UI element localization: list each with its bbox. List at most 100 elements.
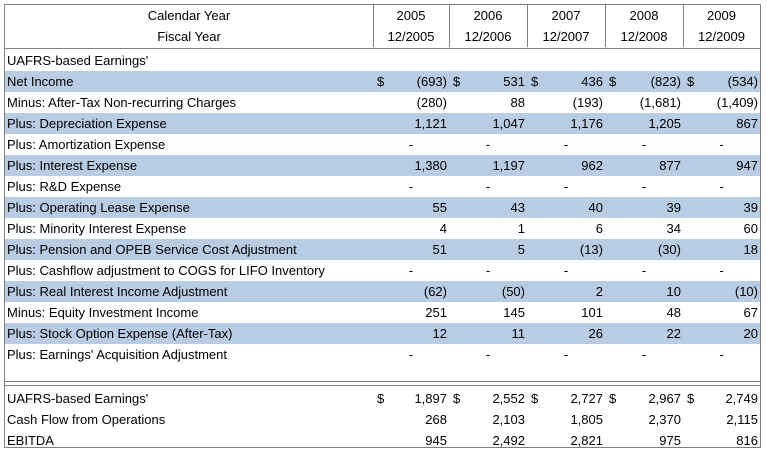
value-cell: 60	[683, 218, 760, 239]
cell-value: (62)	[423, 284, 447, 299]
value-cell: $2,967	[605, 388, 683, 409]
value-cell: 34	[605, 218, 683, 239]
cell-value: 867	[736, 116, 758, 131]
cell-value: 268	[425, 412, 447, 427]
cell-value: (50)	[501, 284, 525, 299]
cell-value: 2,821	[570, 433, 603, 448]
summary-top-rule	[5, 381, 760, 382]
cell-value: (1,681)	[639, 95, 681, 110]
value-cell: 20	[683, 323, 760, 344]
table-row: Net Income $ (693) $531 $436 $ (823) $ (534)	[5, 71, 760, 92]
row-label: Net Income	[7, 74, 74, 89]
value-cell: (30)	[605, 239, 683, 260]
cell-value: 531	[503, 74, 525, 89]
summary-row: EBITDA 945 2,492 2,821 975 816	[5, 430, 760, 451]
cell-value: 88	[510, 95, 525, 110]
value-cell: 55	[373, 197, 449, 218]
row-label: Plus: Stock Option Expense (After-Tax)	[7, 326, 233, 341]
year-2007: 2007	[551, 8, 581, 23]
cell-value: 2,115	[726, 412, 758, 427]
cell-value: 1,047	[492, 116, 525, 131]
row-label: Plus: Amortization Expense	[7, 137, 166, 152]
value-cell: 6	[527, 218, 605, 239]
financial-table: Calendar Year Fiscal Year 2005 2006 2007…	[4, 4, 761, 448]
summary-label: EBITDA	[7, 433, 54, 448]
summary-row: Cash Flow from Operations 268 2,103 1,805 2,…	[5, 409, 760, 430]
cell-value: 2,552	[492, 391, 525, 406]
table-row: Plus: Pension and OPEB Service Cost Adju…	[5, 239, 760, 260]
cell-value: 1,176	[570, 116, 603, 131]
table-row: Plus: Cashflow adjustment to COGS for LI…	[5, 260, 760, 281]
value-cell: 43	[449, 197, 527, 218]
value-cell: 39	[605, 197, 683, 218]
cell-value: -	[485, 347, 491, 362]
value-cell: 4	[373, 218, 449, 239]
cell-value: (193)	[572, 95, 603, 110]
table-row: Plus: Real Interest Income Adjustment (62…	[5, 281, 760, 302]
value-cell: $ (534)	[683, 71, 760, 92]
currency-symbol: $	[453, 74, 461, 89]
value-cell: (10)	[683, 281, 760, 302]
cell-value: 40	[588, 200, 603, 215]
value-cell: $531	[449, 71, 527, 92]
value-cell: 1,805	[527, 409, 605, 430]
value-cell: (62)	[373, 281, 449, 302]
value-cell: 947	[683, 155, 760, 176]
cell-value: -	[563, 347, 569, 362]
cell-value: 4	[439, 221, 447, 236]
header-divider	[449, 5, 450, 47]
cell-value: -	[719, 179, 724, 194]
value-cell: 51	[373, 239, 449, 260]
cell-value: -	[719, 137, 724, 152]
table-row: Plus: Earnings' Acquisition Adjustment - -…	[5, 344, 760, 365]
section-title: UAFRS-based Earnings'	[7, 53, 149, 68]
value-cell: 2,492	[449, 430, 527, 451]
value-cell: 1,176	[527, 113, 605, 134]
value-cell: $2,552	[449, 388, 527, 409]
value-cell: $2,749	[683, 388, 760, 409]
section-title-row: UAFRS-based Earnings'	[5, 50, 760, 71]
cell-value: 947	[736, 158, 758, 173]
cell-value: 1,205	[648, 116, 681, 131]
value-cell: 48	[605, 302, 683, 323]
cell-value: 1,805	[570, 412, 603, 427]
value-cell: 5	[449, 239, 527, 260]
cell-value: -	[563, 179, 569, 194]
cell-value: -	[408, 137, 414, 152]
fiscal-2007: 12/2007	[542, 29, 590, 44]
value-cell: -	[527, 344, 605, 365]
currency-symbol: $	[377, 391, 385, 406]
cell-value: 101	[581, 305, 603, 320]
header-bottom-rule	[5, 48, 760, 49]
cell-value: (1,409)	[716, 95, 758, 110]
cell-value: 67	[743, 305, 758, 320]
cell-value: 877	[659, 158, 681, 173]
cell-value: 816	[736, 433, 758, 448]
cell-value: 34	[666, 221, 681, 236]
cell-value: 43	[510, 200, 525, 215]
fiscal-year-label: Fiscal Year	[157, 29, 221, 44]
fiscal-2006: 12/2006	[464, 29, 512, 44]
value-cell: -	[527, 260, 605, 281]
table-row: Plus: Operating Lease Expense 55 43 40 39 39	[5, 197, 760, 218]
cell-value: 5	[517, 242, 525, 257]
value-cell: 26	[527, 323, 605, 344]
cell-value: 60	[743, 221, 758, 236]
currency-symbol: $	[609, 74, 617, 89]
cell-value: -	[485, 179, 491, 194]
value-cell: 2,115	[683, 409, 760, 430]
table-row: Minus: After-Tax Non-recurring Charges (2…	[5, 92, 760, 113]
cell-value: (534)	[727, 74, 758, 89]
cell-value: -	[641, 179, 647, 194]
value-cell: 251	[373, 302, 449, 323]
calendar-year-label: Calendar Year	[147, 8, 231, 23]
header-divider	[605, 5, 606, 47]
value-cell: 945	[373, 430, 449, 451]
row-label: Plus: Minority Interest Expense	[7, 221, 187, 236]
cell-value: (13)	[579, 242, 603, 257]
value-cell: -	[605, 176, 683, 197]
row-label: Plus: Depreciation Expense	[7, 116, 167, 131]
value-cell: $1,897	[373, 388, 449, 409]
year-2005: 2005	[396, 8, 426, 23]
header-divider	[683, 5, 684, 47]
